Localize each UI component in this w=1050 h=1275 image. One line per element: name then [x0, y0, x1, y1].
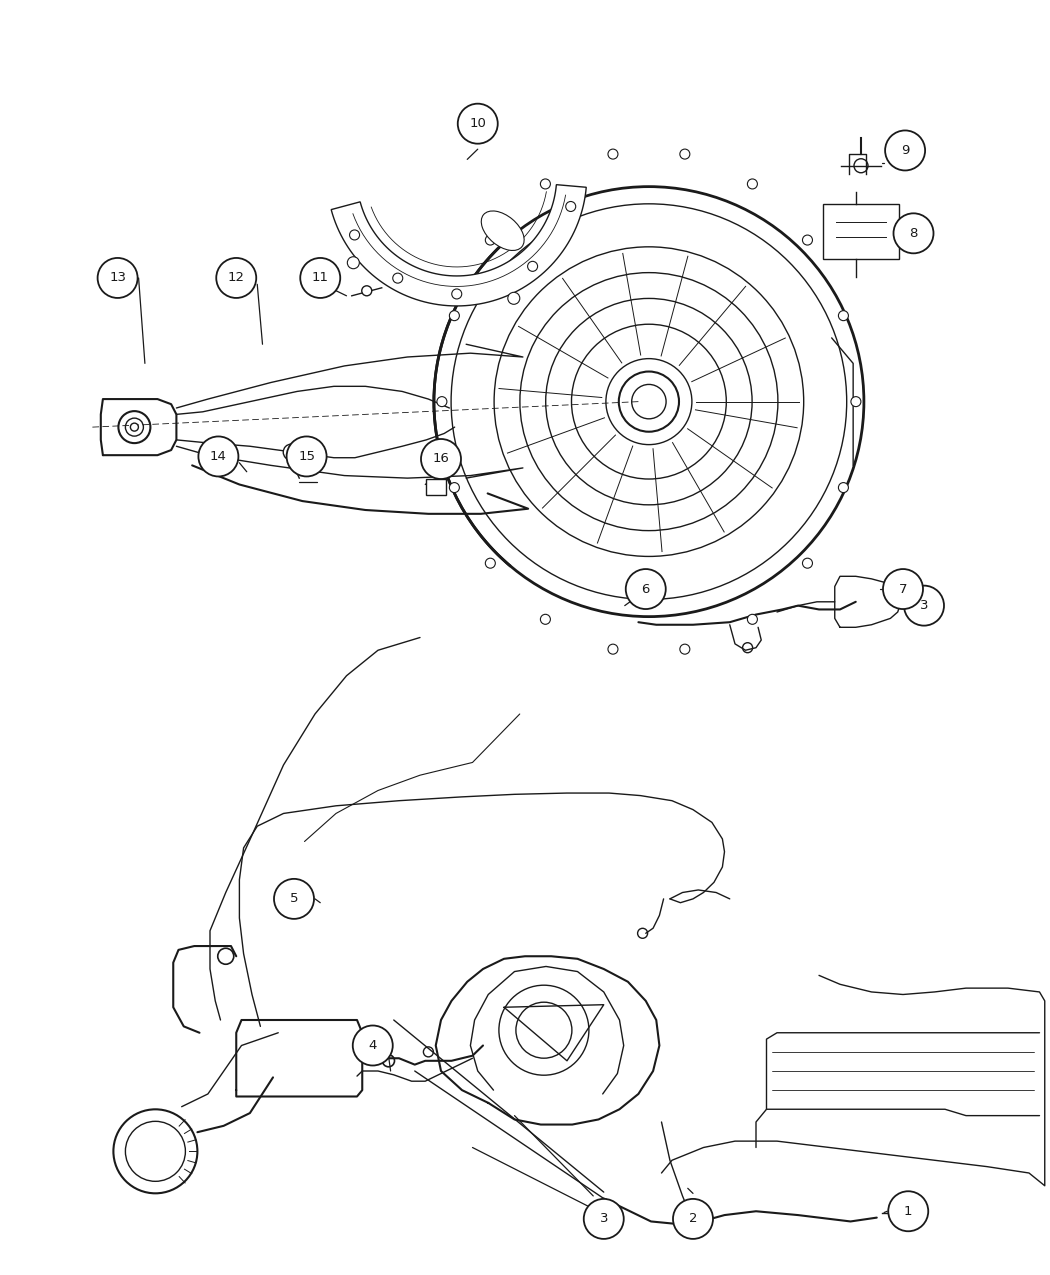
FancyBboxPatch shape [425, 479, 446, 495]
Circle shape [350, 230, 359, 240]
Circle shape [566, 201, 575, 212]
Circle shape [748, 179, 757, 189]
Circle shape [904, 585, 944, 626]
Circle shape [300, 258, 340, 298]
Circle shape [608, 644, 618, 654]
Text: 10: 10 [469, 117, 486, 130]
Circle shape [541, 615, 550, 625]
Circle shape [626, 569, 666, 609]
Text: 3: 3 [600, 1213, 608, 1225]
Circle shape [348, 256, 359, 269]
Text: 16: 16 [433, 453, 449, 465]
Circle shape [838, 483, 848, 492]
Text: 4: 4 [369, 1039, 377, 1052]
Circle shape [584, 1198, 624, 1239]
Circle shape [608, 149, 618, 159]
Circle shape [198, 436, 238, 477]
Circle shape [449, 311, 460, 320]
Text: 14: 14 [210, 450, 227, 463]
Circle shape [802, 558, 813, 569]
Circle shape [748, 615, 757, 625]
Text: 3: 3 [920, 599, 928, 612]
Text: 7: 7 [899, 583, 907, 595]
Circle shape [894, 213, 933, 254]
Circle shape [883, 569, 923, 609]
Circle shape [673, 1198, 713, 1239]
Circle shape [393, 273, 403, 283]
Circle shape [838, 311, 848, 320]
Circle shape [353, 1025, 393, 1066]
Circle shape [216, 258, 256, 298]
Text: 15: 15 [298, 450, 315, 463]
Circle shape [284, 444, 299, 460]
Text: 2: 2 [689, 1213, 697, 1225]
Circle shape [802, 235, 813, 245]
Text: 9: 9 [901, 144, 909, 157]
Circle shape [421, 439, 461, 479]
Circle shape [449, 483, 460, 492]
Circle shape [362, 286, 372, 296]
Text: 5: 5 [290, 892, 298, 905]
Ellipse shape [481, 210, 524, 250]
Circle shape [98, 258, 138, 298]
Text: 11: 11 [312, 272, 329, 284]
FancyBboxPatch shape [823, 204, 899, 259]
Text: 6: 6 [642, 583, 650, 595]
Circle shape [527, 261, 538, 272]
Circle shape [274, 878, 314, 919]
Circle shape [679, 149, 690, 159]
Text: 8: 8 [909, 227, 918, 240]
Circle shape [458, 103, 498, 144]
Circle shape [679, 644, 690, 654]
Circle shape [888, 1191, 928, 1232]
Circle shape [541, 179, 550, 189]
Circle shape [485, 235, 496, 245]
Circle shape [885, 130, 925, 171]
Circle shape [508, 292, 520, 305]
Text: 13: 13 [109, 272, 126, 284]
Circle shape [850, 397, 861, 407]
Circle shape [437, 397, 447, 407]
Circle shape [130, 423, 139, 431]
Circle shape [452, 289, 462, 298]
Text: 1: 1 [904, 1205, 912, 1218]
Text: 12: 12 [228, 272, 245, 284]
Circle shape [287, 436, 327, 477]
Circle shape [485, 558, 496, 569]
Polygon shape [331, 185, 586, 306]
